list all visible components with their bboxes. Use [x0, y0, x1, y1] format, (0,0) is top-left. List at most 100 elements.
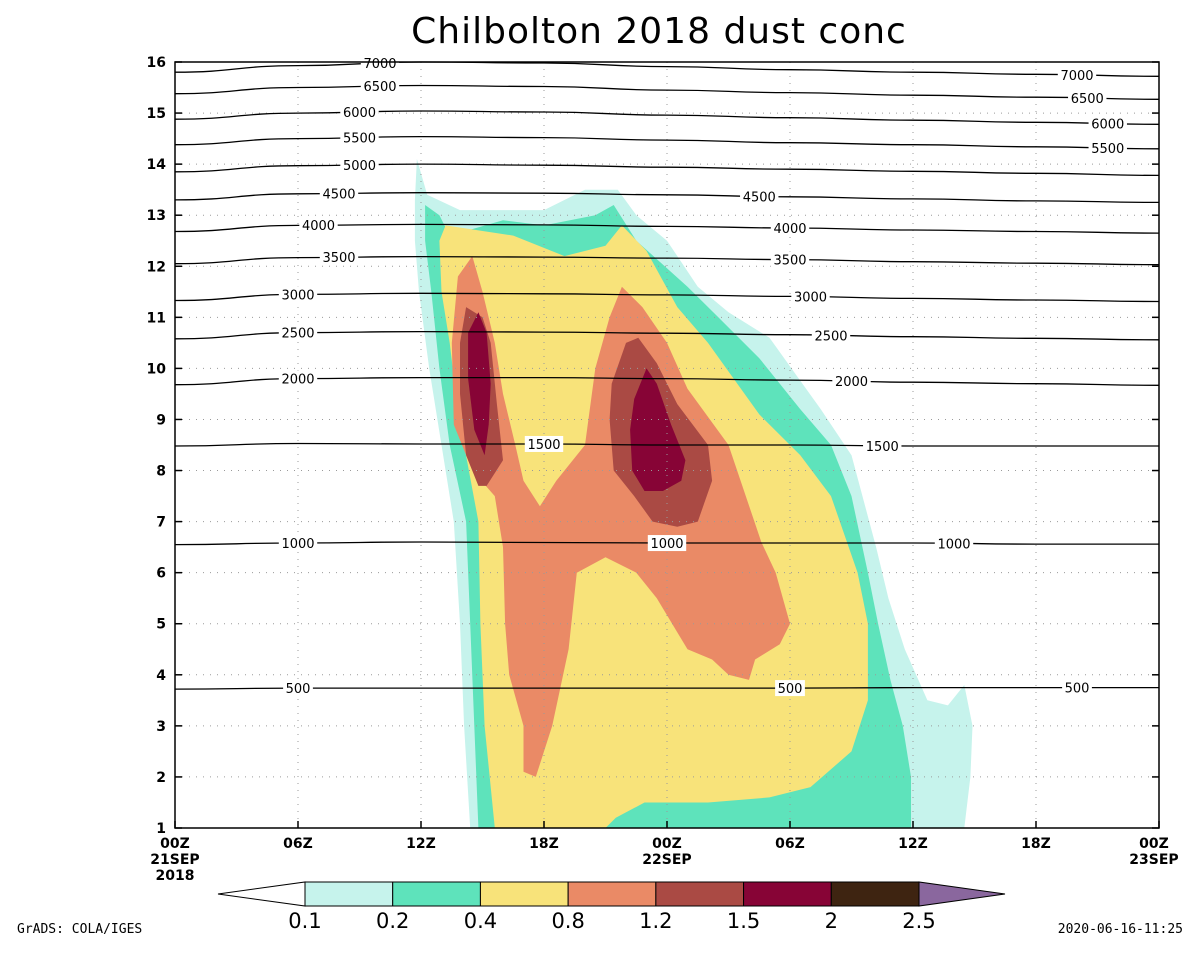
contour-line-7000 [174, 61, 1160, 77]
contour-label-2500-1: 2500 [811, 327, 851, 344]
colorbar-label-4: 1.2 [639, 909, 672, 933]
contour-line-1500 [174, 442, 1159, 447]
contour-line-2000 [174, 376, 1160, 386]
contour-label-1000-0: 1000 [278, 535, 318, 552]
y-tick-label-2: 2 [156, 770, 166, 786]
contour-label-4500-0: 4500 [319, 185, 359, 202]
contour-label-bg [1088, 115, 1127, 132]
contour-label-5000-0: 5000 [340, 156, 379, 174]
contour-label-bg [647, 535, 687, 552]
x-tick-label-6: 06Z [283, 836, 313, 852]
colorbar-segment-3 [567, 881, 657, 907]
contour-label-bg [340, 156, 379, 173]
x-tick-label-36: 12Z [898, 836, 928, 852]
contour-label-bg [283, 680, 313, 697]
contour-label-2000-0: 2000 [278, 370, 318, 388]
contour-label-bg [811, 327, 851, 344]
contour-label-bg [524, 435, 564, 452]
contour-label-bg [832, 373, 871, 390]
x-tick-label-30: 06Z [775, 836, 805, 852]
contour-line-6500 [174, 84, 1160, 100]
y-tick-label-8: 8 [156, 464, 166, 480]
contour-label-bg [319, 185, 359, 202]
contour-line-4000 [174, 223, 1160, 234]
contour-label-bg [299, 217, 338, 234]
contour-label-text: 1500 [527, 438, 560, 453]
x-tick-label-0: 00Z [160, 836, 190, 852]
contour-label-text: 2000 [281, 373, 314, 388]
contour-line-500 [174, 686, 1159, 690]
colorbar-label-1: 0.2 [376, 909, 409, 933]
contour-label-text: 2500 [814, 329, 847, 344]
contour-label-text: 500 [1065, 682, 1090, 697]
colorbar-segment-1 [392, 881, 481, 907]
contour-label-bg [278, 370, 318, 387]
contour-label-text: 7000 [1060, 69, 1093, 84]
colorbar-label-5: 1.5 [727, 909, 760, 933]
contour-line-6000 [174, 110, 1160, 125]
y-tick-label-12: 12 [147, 259, 166, 275]
contour-label-text: 1000 [937, 537, 970, 552]
contour-label-bg [775, 680, 805, 697]
x-tick-label-24: 00Z [652, 836, 682, 852]
contour-label-500-2: 500 [1062, 679, 1092, 697]
contour-label-text: 6500 [363, 80, 396, 95]
contour-line-3000 [174, 292, 1160, 303]
y-tick-label-4: 4 [156, 668, 166, 684]
contour-label-text: 4500 [743, 190, 776, 205]
x-tick-year-0: 2018 [156, 868, 195, 884]
dust-concentration-fills [414, 159, 973, 828]
colorbar-label-2: 0.4 [464, 909, 497, 933]
contour-label-text: 7000 [363, 57, 396, 72]
contour-label-2000-1: 2000 [832, 373, 871, 390]
contour-label-text: 2000 [835, 375, 868, 390]
contour-label-text: 4500 [322, 187, 355, 202]
contour-label-bg [1057, 66, 1097, 83]
contour-label-text: 500 [778, 682, 803, 697]
contour-label-bg [934, 535, 974, 552]
x-tick-date-24: 22SEP [642, 852, 691, 868]
colorbar-label-6: 2 [825, 909, 838, 933]
contour-label-bg [863, 437, 902, 454]
x-tick-label-42: 18Z [1021, 836, 1051, 852]
contour-label-text: 5500 [1091, 142, 1124, 157]
contour-label-bg [360, 78, 400, 95]
colorbar-low-arrow [217, 881, 306, 907]
contour-label-500-1: 500 [775, 680, 805, 697]
y-tick-label-1: 1 [156, 821, 166, 837]
contour-label-text: 3000 [794, 291, 827, 306]
contour-label-text: 5500 [343, 132, 376, 147]
colorbar-segment-4 [655, 881, 745, 907]
y-tick-label-9: 9 [156, 412, 166, 428]
contour-label-1000-1: 1000 [647, 535, 687, 552]
contour-label-3500-0: 3500 [319, 249, 359, 266]
colorbar-segment-2 [479, 881, 569, 907]
y-tick-label-11: 11 [147, 310, 166, 326]
footer-left: GrADS: COLA/IGES [17, 922, 142, 937]
colorbar-segment-0 [304, 881, 394, 907]
x-tick-label-12: 12Z [406, 836, 436, 852]
colorbar-segment-6 [830, 881, 920, 907]
contour-label-2500-0: 2500 [278, 324, 318, 342]
contour-label-text: 1500 [866, 440, 899, 455]
colorbar: 0.1 0.2 0.4 0.8 1.2 1.5 2 2.5 [217, 881, 1006, 933]
fill-region-1.5-6 [468, 312, 491, 456]
footer-right: 2020-06-16-11:25 [1058, 922, 1183, 937]
contour-label-text: 3500 [773, 254, 806, 269]
colorbar-label-7: 2.5 [902, 909, 935, 933]
contour-label-bg [1088, 139, 1127, 156]
contour-label-1500-0: 1500 [524, 435, 564, 453]
contour-label-5500-1: 5500 [1088, 139, 1127, 157]
contour-label-4000-1: 4000 [770, 219, 810, 237]
contour-label-text: 3500 [322, 251, 355, 266]
colorbar-segment-5 [743, 881, 832, 907]
x-tick-date-48: 23SEP [1129, 852, 1178, 868]
contour-label-1000-2: 1000 [934, 535, 974, 552]
contour-label-bg [1068, 90, 1107, 107]
y-tick-label-16: 16 [147, 55, 166, 71]
contour-label-text: 2500 [281, 327, 314, 342]
y-tick-label-7: 7 [156, 515, 166, 531]
contour-label-text: 3000 [281, 288, 314, 303]
